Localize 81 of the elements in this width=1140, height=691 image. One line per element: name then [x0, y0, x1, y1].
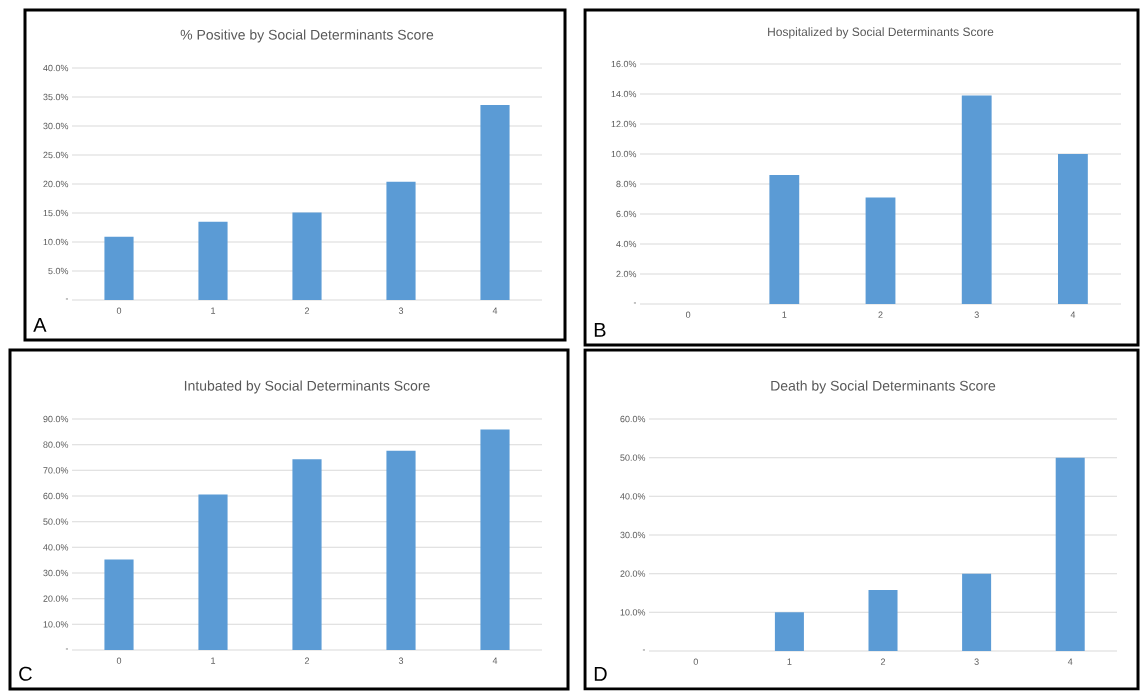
y-tick-label: 15.0%: [43, 209, 69, 217]
y-tick-label: 10.0%: [611, 150, 637, 158]
y-tick-label: 10.0%: [43, 621, 69, 628]
x-tick-label: 1: [787, 658, 792, 665]
x-tick-label: 3: [398, 657, 404, 664]
y-tick-label: 60.0%: [43, 492, 69, 500]
y-tick-label: 8.0%: [616, 180, 637, 188]
y-tick-label: 6.0%: [616, 210, 637, 218]
bar: [480, 105, 510, 300]
y-tick-label: 20.0%: [620, 570, 646, 577]
y-tick-label: 20.0%: [43, 595, 69, 602]
bar: [1055, 457, 1085, 651]
y-tick-label: 50.0%: [620, 454, 646, 461]
y-tick-label: 16.0%: [611, 60, 637, 68]
x-tick-label: 1: [211, 307, 216, 314]
bar: [104, 236, 134, 300]
x-tick-label: 0: [685, 311, 691, 318]
y-tick-label: 80.0%: [43, 441, 69, 448]
y-tick-label: -: [65, 298, 69, 300]
bar: [1058, 154, 1088, 304]
x-tick-label: 3: [398, 307, 404, 314]
y-tick-label: 35.0%: [43, 93, 69, 101]
y-tick-label: 2.0%: [616, 270, 637, 278]
x-tick-label: 4: [492, 657, 498, 664]
y-tick-label: 20.0%: [43, 180, 69, 188]
bar: [961, 95, 992, 304]
y-tick-label: 30.0%: [43, 122, 69, 130]
x-tick-label: 0: [116, 657, 122, 664]
bar: [198, 221, 228, 300]
y-tick-label: 40.0%: [43, 544, 69, 551]
y-tick-label: -: [642, 649, 646, 651]
text: B: [594, 323, 606, 337]
bar: [386, 181, 416, 300]
x-tick-label: 4: [1067, 658, 1073, 665]
x-tick-label: 3: [974, 658, 979, 665]
bar: [386, 450, 416, 650]
bar: [774, 612, 804, 651]
x-tick-label: 1: [211, 657, 216, 664]
bar: [868, 589, 898, 651]
chart-title: Hospitalized by Social Determinants Score: [768, 27, 994, 39]
y-tick-label: 30.0%: [620, 531, 646, 539]
y-tick-label: 10.0%: [620, 609, 646, 616]
bar: [198, 494, 228, 650]
y-tick-label: 60.0%: [620, 415, 646, 423]
chart-title: % Positive by Social Determinants Score: [180, 29, 434, 43]
bar: [865, 197, 896, 304]
chart-title: Intubated by Social Determinants Score: [184, 380, 430, 394]
y-tick-label: 40.0%: [620, 493, 646, 500]
y-tick-label: 4.0%: [616, 240, 637, 248]
x-tick-label: 0: [116, 307, 122, 314]
chart-title: Death by Social Determinants Score: [771, 380, 996, 394]
y-tick-label: 50.0%: [43, 518, 69, 525]
bar: [292, 212, 322, 300]
y-tick-label: 14.0%: [611, 90, 637, 98]
x-tick-label: 4: [1070, 311, 1076, 318]
x-tick-label: 4: [492, 307, 498, 314]
y-tick-label: 12.0%: [611, 120, 637, 128]
y-tick-label: 30.0%: [43, 569, 69, 577]
x-tick-label: 2: [304, 657, 310, 664]
text: D: [594, 667, 607, 681]
y-tick-label: 25.0%: [43, 151, 69, 159]
x-tick-label: 2: [880, 658, 886, 665]
bar: [292, 459, 322, 650]
text: A: [33, 318, 47, 332]
bar: [962, 573, 992, 651]
y-tick-label: 10.0%: [43, 238, 69, 246]
y-tick-label: 5.0%: [48, 267, 69, 275]
bar: [769, 175, 800, 304]
x-tick-label: 2: [878, 311, 883, 318]
y-tick-label: 90.0%: [43, 415, 69, 423]
x-tick-label: 0: [693, 658, 698, 665]
x-tick-label: 3: [974, 311, 979, 318]
text: C: [19, 666, 32, 681]
y-tick-label: -: [633, 302, 637, 304]
bar: [104, 559, 134, 650]
y-tick-label: -: [65, 648, 69, 650]
y-tick-label: 40.0%: [43, 64, 69, 72]
x-tick-label: 1: [782, 311, 787, 318]
y-tick-label: 70.0%: [43, 467, 69, 474]
bar: [480, 429, 510, 650]
x-tick-label: 2: [304, 307, 310, 314]
